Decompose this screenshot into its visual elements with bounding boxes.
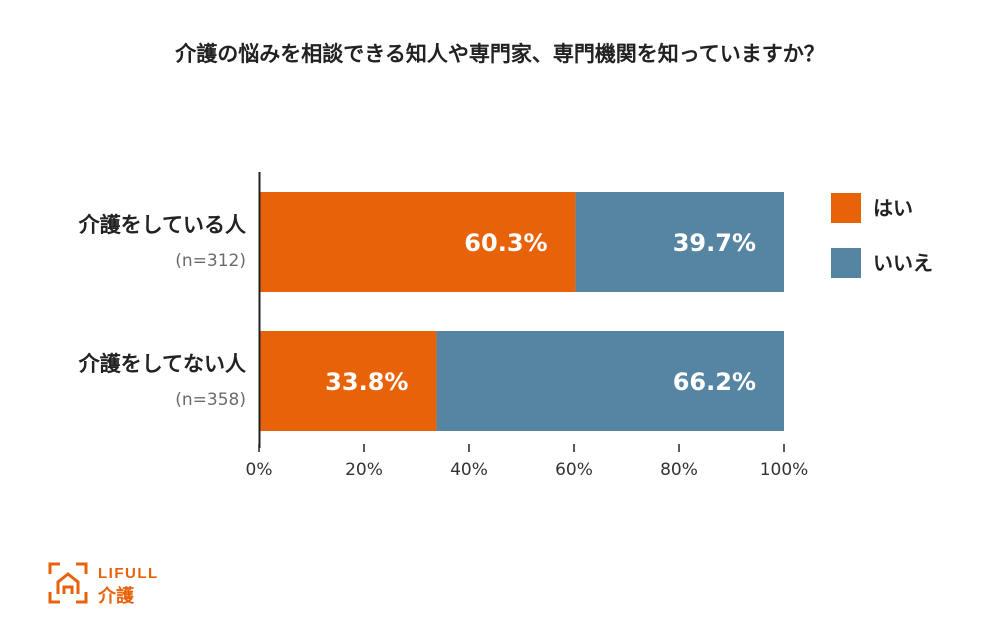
x-axis-ticks: 0% 20% 40% 60% 80% 100% (246, 444, 809, 480)
bar-value-label: 33.8% (325, 368, 408, 396)
bar-yes-0 (259, 192, 576, 292)
x-tick-label: 100% (760, 460, 809, 480)
logo-wordmark: LIFULL (98, 565, 159, 582)
legend-swatch-no (831, 248, 861, 278)
bar-value-label: 66.2% (673, 368, 756, 396)
bar-no-1 (436, 331, 784, 431)
bar-no-0 (575, 192, 784, 292)
legend-label: いいえ (873, 251, 933, 275)
lifull-logo: LIFULL 介護 (48, 562, 188, 612)
bar-yes-1 (259, 331, 437, 431)
bar-value-label: 60.3% (464, 229, 547, 257)
bar-value-label: 39.7% (673, 229, 756, 257)
logo-subtext: 介護 (97, 585, 135, 607)
chart-title: 介護の悩みを相談できる知人や専門家、専門機関を知っていますか？ (175, 42, 825, 66)
labels-layer: 60.3% 39.7% 介護をしている人 (n=312) 33.8% 66.2% 介護をして… (78, 213, 756, 410)
bars-layer (259, 192, 784, 431)
legend-label: はい (873, 196, 913, 220)
sample-size-label: (n=312) (175, 251, 246, 271)
category-label: 介護をしている人 (78, 213, 246, 237)
x-tick-label: 0% (246, 460, 273, 480)
x-tick-label: 20% (345, 460, 383, 480)
legend-swatch-yes (831, 193, 861, 223)
lifull-house-icon: LIFULL 介護 (48, 562, 159, 607)
x-tick-label: 80% (660, 460, 698, 480)
x-tick-label: 60% (555, 460, 593, 480)
category-label: 介護をしてない人 (78, 352, 246, 376)
sample-size-label: (n=358) (175, 390, 246, 410)
x-tick-label: 40% (450, 460, 488, 480)
